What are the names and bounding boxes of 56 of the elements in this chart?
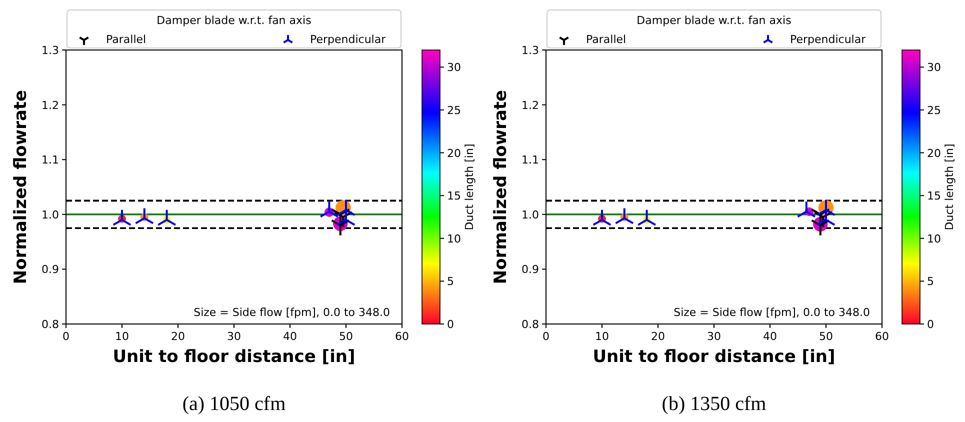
legend-title: Damper blade w.r.t. fan axis	[156, 14, 312, 27]
x-tick-label: 10	[595, 330, 609, 343]
x-tick-label: 50	[819, 330, 833, 343]
y-tick-label: 1.1	[42, 154, 59, 167]
x-tick-label: 30	[227, 330, 241, 343]
y-tick-label: 1.3	[522, 44, 539, 57]
text: (a) 1050 cfm	[182, 393, 286, 415]
legend-label: Perpendicular	[790, 33, 866, 46]
color-bar-label: 10	[927, 232, 941, 246]
x-tick-label: 0	[542, 330, 550, 343]
annotation: Size = Side flow [fpm], 0.0 to 348.0	[194, 306, 390, 319]
color-bar-label: 5	[927, 275, 934, 288]
x-tick-label: 50	[339, 330, 353, 343]
x-axis-title: Unit to floor distance [in]	[112, 347, 356, 367]
color-bar-title: Duct length [in]	[463, 144, 476, 230]
x-tick-label: 20	[651, 330, 665, 343]
color-bar-label: 25	[447, 104, 461, 117]
color-bar-label: 30	[447, 61, 461, 74]
y-tick-label: 0.9	[42, 263, 59, 276]
color-bar-label: 15	[447, 190, 461, 203]
y-axis-title: Normalized flowrate	[491, 90, 511, 284]
legend-label: Perpendicular	[310, 33, 386, 46]
y-tick-label: 0.8	[522, 318, 539, 331]
color-bar-label: 25	[927, 104, 941, 117]
y-tick-label: 1.0	[522, 208, 539, 222]
x-tick-label: 40	[283, 330, 297, 343]
y-tick-label: 1.0	[42, 208, 59, 222]
color-bar-label: 30	[927, 61, 941, 74]
color-bar-label: 20	[447, 146, 461, 160]
x-tick-label: 30	[707, 330, 721, 343]
x-tick-label: 20	[171, 330, 185, 343]
x-tick-label: 60	[395, 330, 409, 343]
y-tick-label: 0.9	[522, 263, 539, 276]
x-tick-label: 40	[763, 330, 777, 343]
x-tick-label: 10	[115, 330, 129, 343]
color-bar-label: 10	[447, 232, 461, 246]
annotation: Size = Side flow [fpm], 0.0 to 348.0	[674, 306, 870, 319]
x-axis-title: Unit to floor distance [in]	[592, 347, 836, 367]
x-tick-label: 0	[62, 330, 70, 343]
y-tick-label: 0.8	[42, 318, 59, 331]
color-bar-label: 20	[927, 146, 941, 160]
y-tick-label: 1.2	[522, 98, 539, 112]
color-bar-label: 0	[447, 318, 454, 331]
legend-label: Parallel	[586, 33, 626, 46]
color-bar-label: 0	[927, 318, 934, 331]
x-tick-label: 60	[875, 330, 889, 343]
y-tick-label: 1.3	[42, 44, 59, 57]
color-bar-label: 5	[447, 275, 454, 288]
y-tick-label: 1.1	[522, 154, 539, 167]
text: (b) 1350 cfm	[662, 393, 767, 415]
legend-title: Damper blade w.r.t. fan axis	[636, 14, 792, 27]
color-bar-label: 15	[927, 190, 941, 203]
color-bar-title: Duct length [in]	[943, 144, 956, 230]
y-tick-label: 1.2	[42, 98, 59, 112]
y-axis-title: Normalized flowrate	[11, 90, 31, 284]
legend-label: Parallel	[106, 33, 146, 46]
